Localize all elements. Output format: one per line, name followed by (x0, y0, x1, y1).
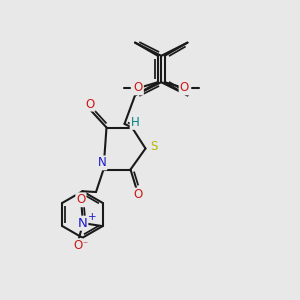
Text: H: H (130, 116, 140, 129)
Text: S: S (150, 140, 158, 154)
Text: O: O (134, 81, 143, 94)
Text: +: + (88, 212, 96, 222)
Text: O: O (73, 239, 83, 252)
Text: O: O (180, 81, 189, 94)
Text: N: N (78, 217, 87, 230)
Text: O: O (76, 193, 86, 206)
Text: O: O (134, 188, 142, 202)
Text: N: N (98, 156, 106, 170)
Text: O: O (85, 98, 94, 111)
Text: ⁻: ⁻ (82, 240, 88, 250)
